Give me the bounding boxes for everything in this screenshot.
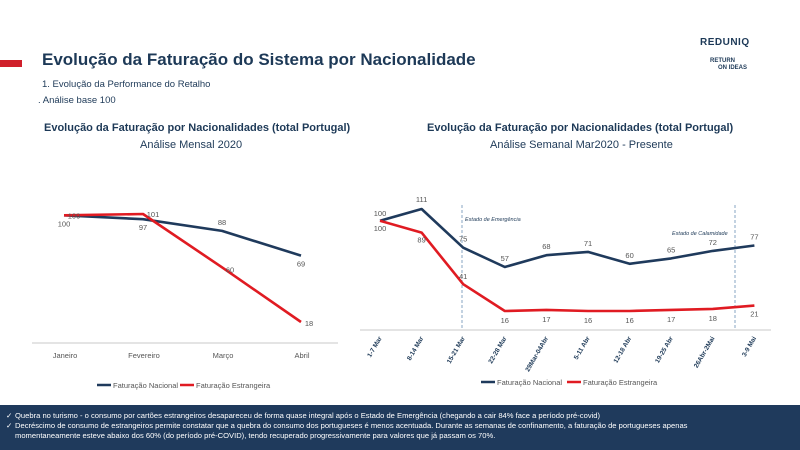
data-label: 65 xyxy=(667,245,675,254)
weekly-chart-title: Evolução da Faturação por Nacionalidades… xyxy=(427,122,734,134)
x-tick-label: Abril xyxy=(294,351,309,360)
footer-notes: ✓ Quebra no turismo - o consumo por cartõ… xyxy=(0,405,800,450)
data-label: 18 xyxy=(305,319,313,328)
data-label: 100 xyxy=(58,219,71,228)
legend-label: Faturação Nacional xyxy=(113,381,178,390)
return-on-ideas-logo: RETURN ON IDEAS xyxy=(710,58,747,72)
data-label: 100 xyxy=(68,211,81,220)
data-label: 60 xyxy=(226,265,234,274)
x-tick-label: Janeiro xyxy=(53,351,78,360)
page-title: Evolução da Faturação do Sistema por Nac… xyxy=(42,50,476,69)
footnote-1-text: Quebra no turismo - o consumo por cartõe… xyxy=(15,411,601,420)
annotation-emergency: Estado de Emergência xyxy=(465,217,521,223)
data-label: 21 xyxy=(750,310,758,319)
footnote-2-text-line-1: Decréscimo de consumo de estrangeiros pe… xyxy=(15,421,688,430)
check-icon: ✓ xyxy=(6,421,13,430)
x-tick-label: 26Abr-2Mai xyxy=(693,335,717,369)
data-label: 57 xyxy=(501,254,509,263)
data-label: 16 xyxy=(501,316,509,325)
x-tick-label: 19-25 Abr xyxy=(654,335,675,364)
accent-bar xyxy=(0,60,22,67)
data-label: 72 xyxy=(709,238,717,247)
analysis-note: . Análise base 100 xyxy=(38,95,116,106)
data-label: 71 xyxy=(584,239,592,248)
x-tick-label: 29Mar-04Abr xyxy=(524,335,550,373)
data-label: 75 xyxy=(459,235,467,244)
data-label: 100 xyxy=(374,224,387,233)
series-line-estrangeira xyxy=(63,212,302,324)
footnote-2-text-line-2: momentaneamente esteve abaixo dos 60% (d… xyxy=(15,430,496,440)
footnote-2: ✓ Decréscimo de consumo de estrangeiros p… xyxy=(6,421,786,441)
data-label: 17 xyxy=(542,315,550,324)
x-tick-label: 15-21 Mar xyxy=(446,335,467,365)
data-label: 17 xyxy=(667,315,675,324)
logo-line-1: RETURN xyxy=(710,58,735,64)
data-label: 101 xyxy=(147,210,160,219)
data-label: 88 xyxy=(218,218,226,227)
data-label: 111 xyxy=(416,195,427,204)
x-tick-label: 22-28 Mar xyxy=(487,335,508,365)
data-label: 89 xyxy=(417,236,425,245)
data-label: 60 xyxy=(625,251,633,260)
data-label: 16 xyxy=(584,316,592,325)
data-label: 68 xyxy=(542,242,550,251)
legend-label: Faturação Estrangeira xyxy=(196,381,271,390)
monthly-chart-subtitle: Análise Mensal 2020 xyxy=(140,139,243,151)
logo-line-2: ON IDEAS xyxy=(718,65,748,71)
footnote-1: ✓ Quebra no turismo - o consumo por cartõ… xyxy=(6,411,786,421)
x-tick-label: Fevereiro xyxy=(128,351,160,360)
data-label: 69 xyxy=(297,260,305,269)
check-icon: ✓ xyxy=(6,411,13,420)
data-label: 100 xyxy=(374,209,387,218)
data-label: 97 xyxy=(139,223,147,232)
weekly-chart-subtitle: Análise Semanal Mar2020 - Presente xyxy=(490,139,673,151)
x-tick-label: 5-11 Abr xyxy=(573,335,592,361)
data-label: 41 xyxy=(459,272,467,281)
monthly-chart-title: Evolução da Faturação por Nacionalidades… xyxy=(44,122,351,134)
legend-label: Faturação Nacional xyxy=(497,378,562,387)
data-label: 18 xyxy=(709,314,717,323)
annotation-calamity: Estado de Calamidade xyxy=(672,231,728,237)
x-tick-label: 8-14 Mar xyxy=(406,335,425,362)
x-tick-label: Março xyxy=(213,351,234,360)
series-line-nacional xyxy=(63,214,302,257)
x-tick-label: 3-9 Mai xyxy=(741,335,758,358)
reduniq-logo: REDUNIQ xyxy=(700,37,750,48)
legend-label: Faturação Estrangeira xyxy=(583,378,658,387)
series-line-estrangeira xyxy=(379,219,755,313)
data-label: 77 xyxy=(750,233,758,242)
x-tick-label: 1-7 Mar xyxy=(366,335,384,359)
section-subtitle: 1. Evolução da Performance do Retalho xyxy=(42,79,211,90)
series-line-nacional xyxy=(379,207,755,269)
x-tick-label: 12-18 Abr xyxy=(613,335,634,364)
data-label: 16 xyxy=(625,316,633,325)
